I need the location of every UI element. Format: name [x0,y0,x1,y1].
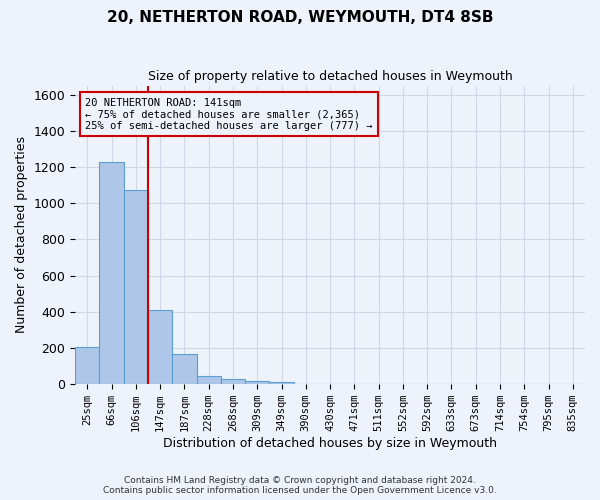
Text: Contains HM Land Registry data © Crown copyright and database right 2024.
Contai: Contains HM Land Registry data © Crown c… [103,476,497,495]
Bar [197,376,221,384]
Bar [75,347,100,384]
Bar [172,354,197,384]
Bar [269,382,293,384]
Text: 20 NETHERTON ROAD: 141sqm
← 75% of detached houses are smaller (2,365)
25% of se: 20 NETHERTON ROAD: 141sqm ← 75% of detac… [85,98,373,130]
Bar [148,310,172,384]
Text: 20, NETHERTON ROAD, WEYMOUTH, DT4 8SB: 20, NETHERTON ROAD, WEYMOUTH, DT4 8SB [107,10,493,25]
Bar [245,381,269,384]
X-axis label: Distribution of detached houses by size in Weymouth: Distribution of detached houses by size … [163,437,497,450]
Title: Size of property relative to detached houses in Weymouth: Size of property relative to detached ho… [148,70,512,83]
Bar [100,162,124,384]
Y-axis label: Number of detached properties: Number of detached properties [15,136,28,334]
Bar [221,379,245,384]
Bar [124,190,148,384]
